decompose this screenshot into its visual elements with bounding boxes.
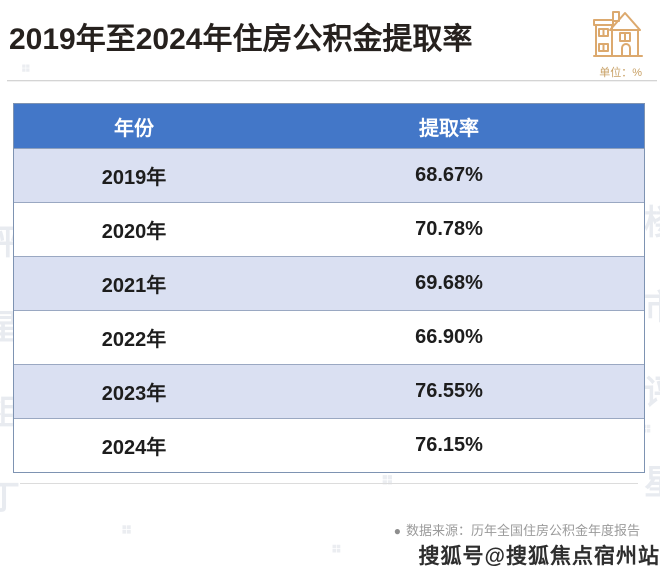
watermark-edge-char: 市 — [644, 280, 660, 329]
rate-column-header: 提取率 — [419, 117, 479, 140]
data-source-text: 数据来源：历年全国住房公积金年度报告 — [405, 523, 640, 538]
unit-label: 单位：% — [599, 67, 642, 79]
table-row: 2021年 69.68% — [14, 257, 644, 311]
rate-cell: 76.55% — [415, 380, 483, 402]
page-title: 2019年至2024年住房公积金提取率 — [9, 23, 473, 56]
sohu-watermark: 搜狐号@搜狐焦点宿州站 — [418, 545, 660, 568]
watermark-pattern-glyph: ❖ — [116, 519, 139, 542]
bullet-icon: ● — [393, 524, 401, 538]
table-row: 2020年 70.78% — [14, 203, 644, 257]
year-cell: 2022年 — [101, 329, 167, 351]
table-header-row: 年份 提取率 — [14, 104, 644, 149]
watermark-edge-char: 评 — [644, 365, 660, 414]
year-cell: 2020年 — [101, 221, 167, 243]
watermark-edge-char: 楼 — [644, 195, 660, 244]
footer-divider — [20, 483, 638, 484]
table-row: 2024年 76.15% — [14, 419, 644, 472]
data-source-note: ● 数据来源：历年全国住房公积金年度报告 — [394, 520, 640, 539]
table-body: 2019年 68.67% 2020年 70.78% 2021年 69.68% 2022年 66… — [14, 149, 644, 472]
year-cell: 2023年 — [101, 383, 167, 405]
rate-cell: 66.90% — [415, 326, 483, 348]
watermark-edge-char: 丁 — [0, 479, 20, 517]
year-cell: 2024年 — [101, 437, 167, 459]
rate-cell: 68.67% — [415, 164, 483, 186]
watermark-edge-char: 星 — [644, 455, 660, 504]
withdrawal-rate-table: 年份 提取率 2019年 68.67% 2020年 70.78% 2021年 69.68%… — [13, 103, 645, 473]
table-row: 2023年 76.55% — [14, 365, 644, 419]
year-cell: 2021年 — [101, 275, 167, 297]
year-column-header: 年份 — [114, 117, 154, 140]
rate-cell: 70.78% — [415, 218, 483, 240]
rate-cell: 69.68% — [415, 272, 483, 294]
watermark-pattern-glyph: ❖ — [326, 538, 348, 561]
table-row: 2019年 68.67% — [14, 149, 644, 203]
table-row: 2022年 66.90% — [14, 311, 644, 365]
rate-cell: 76.15% — [415, 434, 483, 456]
house-icon — [592, 8, 644, 62]
title-divider — [7, 80, 657, 81]
watermark-pattern-glyph: ❖ — [15, 58, 37, 79]
year-cell: 2019年 — [101, 167, 167, 189]
